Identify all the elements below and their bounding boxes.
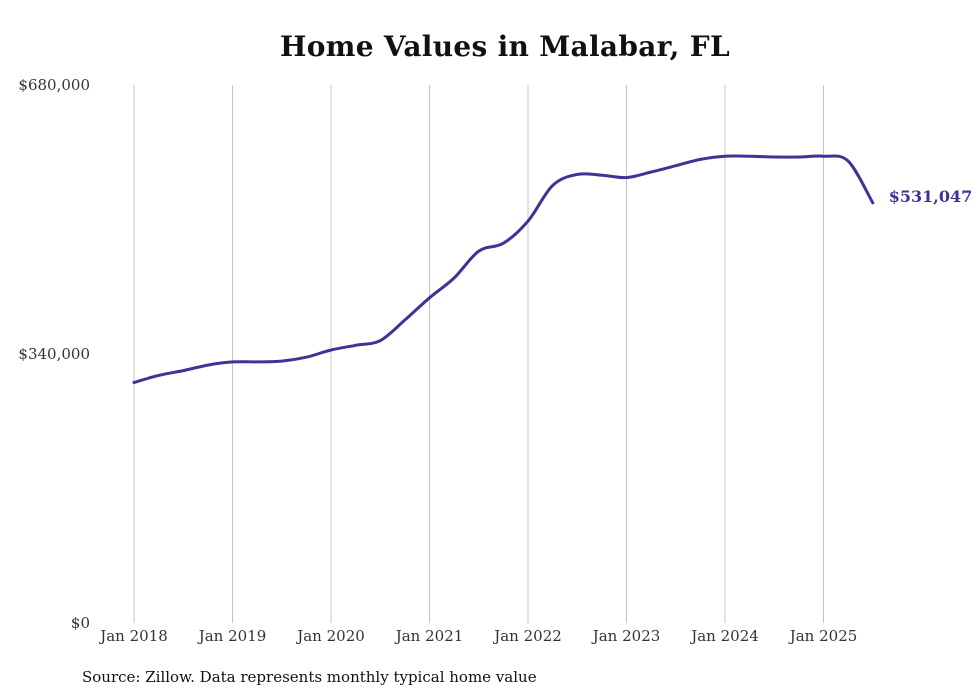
y-tick-label: $0 bbox=[71, 614, 90, 632]
end-value-label: $531,047 bbox=[889, 187, 973, 206]
line-chart: $0$340,000$680,000 Jan 2018 Jan 2019 Jan 2… bbox=[18, 76, 973, 645]
chart-title: Home Values in Malabar, FL bbox=[280, 30, 730, 63]
y-tick-label: $340,000 bbox=[18, 345, 90, 363]
x-axis-tick-labels: Jan 2018 Jan 2019 Jan 2020 Jan 2021 Jan 2022… bbox=[98, 627, 857, 645]
x-tick-label: Jan 2019 bbox=[197, 627, 267, 645]
x-tick-label: Jan 2021 bbox=[394, 627, 464, 645]
y-axis-tick-labels: $0 $340,000 $680,000 bbox=[18, 76, 90, 632]
y-tick-label: $680,000 bbox=[18, 76, 90, 94]
x-tick-label: Jan 2023 bbox=[591, 627, 661, 645]
x-tick-label: Jan 2025 bbox=[788, 627, 858, 645]
series-group bbox=[132, 154, 875, 384]
source-note: Source: Zillow. Data represents monthly … bbox=[82, 668, 537, 686]
x-tick-label: Jan 2024 bbox=[689, 627, 759, 645]
series-line bbox=[132, 154, 875, 384]
gridlines bbox=[133, 85, 824, 623]
x-tick-label: Jan 2022 bbox=[492, 627, 562, 645]
x-tick-label: Jan 2018 bbox=[98, 627, 168, 645]
data-label-group: $531,047 bbox=[889, 187, 973, 206]
x-tick-label: Jan 2020 bbox=[295, 627, 365, 645]
